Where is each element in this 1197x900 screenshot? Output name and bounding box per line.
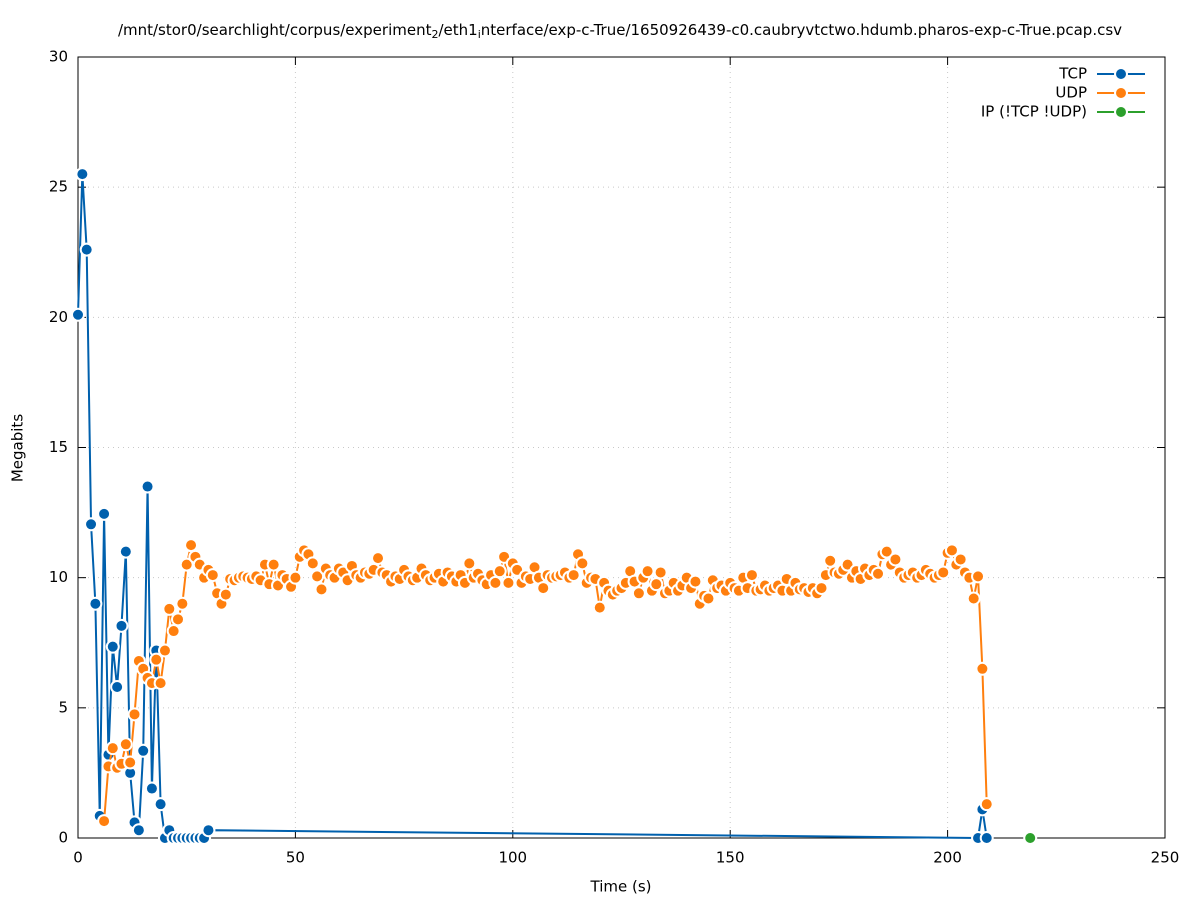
data-point [218,587,233,602]
data-point [492,564,507,579]
data-point [823,553,838,568]
legend-label: IP (!TCP !UDP) [981,103,1087,121]
data-point [371,551,386,566]
data-point [266,557,281,572]
data-point [631,586,646,601]
data-point [71,307,85,322]
chart-title: /mnt/stor0/searchlight/corpus/experiment… [118,21,1122,42]
data-point [462,556,477,571]
data-point [592,600,607,615]
title-part: i [478,28,481,41]
x-tick-label: 0 [73,849,83,867]
data-point [575,556,590,571]
data-point [701,591,716,606]
data-point [162,601,177,616]
data-point [879,544,894,559]
data-point [966,591,981,606]
data-point [310,569,325,584]
legend-label: TCP [1058,65,1087,83]
data-point [871,566,886,581]
data-point [144,781,159,796]
x-tick-label: 100 [498,849,527,867]
data-point [171,612,186,627]
data-point [110,680,125,695]
legend-marker [1114,67,1128,81]
data-point [488,575,503,590]
x-axis-label: Time (s) [590,878,652,896]
data-point [97,506,112,521]
data-point [84,517,99,532]
data-point [305,556,320,571]
data-point [118,544,133,559]
data-point [953,552,968,567]
data-point [640,564,655,579]
data-point [653,565,668,580]
data-point [888,552,903,567]
title-part: nterface/exp-c-True/1650926439-c0.caubry… [481,21,1122,39]
x-tick-label: 250 [1151,849,1180,867]
legend-marker [1114,86,1128,100]
data-point [105,741,120,756]
data-point [501,575,516,590]
data-point [127,707,142,722]
data-point [88,596,103,611]
data-point [149,652,164,667]
data-point [205,568,220,583]
y-tick-label: 30 [49,48,68,66]
data-point [79,242,94,257]
data-point [118,737,133,752]
data-point [649,577,664,592]
y-axis-label: Megabits [9,414,27,482]
y-tick-label: 20 [49,308,68,326]
data-point [157,643,172,658]
data-point [140,479,155,494]
data-point [123,755,138,770]
data-point [175,596,190,611]
data-point [536,581,551,596]
x-tick-label: 200 [933,849,962,867]
data-point [184,538,199,553]
plot-border [77,56,1166,839]
y-tick-label: 5 [58,698,68,716]
data-point [744,568,759,583]
data-point [688,574,703,589]
y-tick-label: 15 [49,438,68,456]
data-point [979,797,994,812]
data-point [814,581,829,596]
data-point [201,823,216,838]
title-part: 2 [431,28,438,41]
data-point [566,568,581,583]
title-part: /eth1 [438,21,477,39]
legend-label: UDP [1055,84,1087,102]
data-point [114,618,129,633]
data-point [166,624,181,639]
data-point [179,557,194,572]
data-point [288,570,303,585]
data-point [979,831,994,845]
data-point [131,823,146,838]
data-point [936,565,951,580]
legend-marker [1114,105,1128,119]
data-point [314,582,329,597]
data-point [153,676,168,691]
data-point [944,543,959,558]
x-tick-label: 150 [716,849,745,867]
data-point [1023,831,1038,845]
y-tick-label: 10 [49,568,68,586]
y-tick-label: 25 [49,178,68,196]
y-tick-label: 0 [58,829,68,847]
data-point [75,167,90,182]
data-point [971,569,986,584]
data-point [153,797,168,812]
data-point [105,639,120,654]
data-point [975,661,990,676]
title-part: /mnt/stor0/searchlight/corpus/experiment [118,21,432,39]
data-point [97,814,112,829]
x-tick-label: 50 [286,849,305,867]
data-point [136,743,151,758]
